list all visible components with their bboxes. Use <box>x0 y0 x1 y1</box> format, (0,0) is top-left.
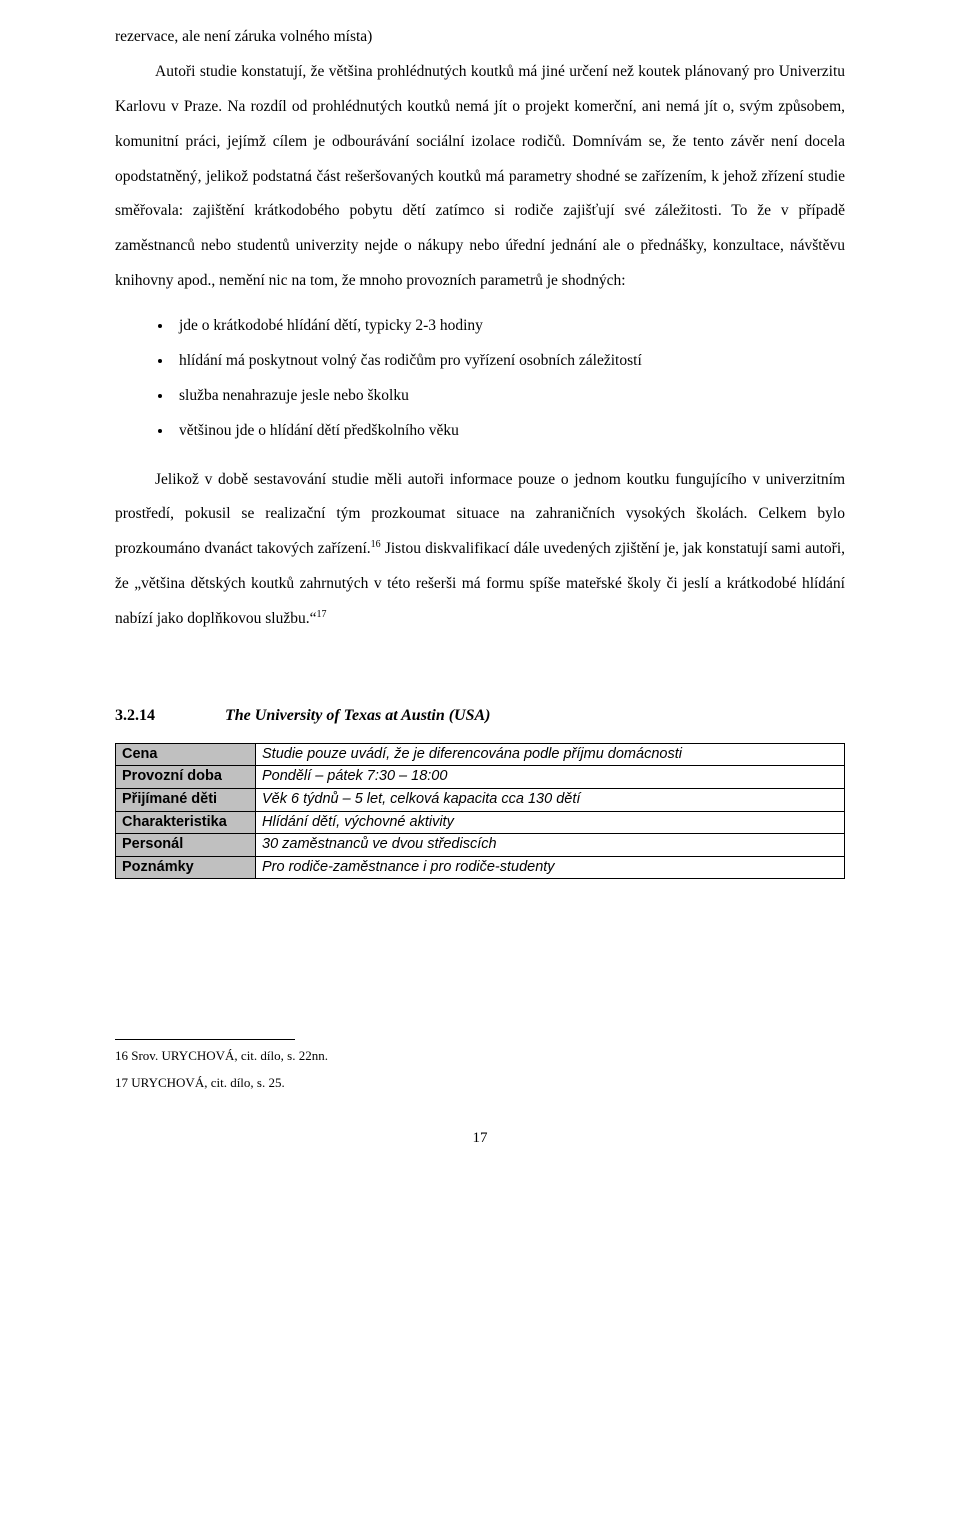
cell-value: Věk 6 týdnů – 5 let, celková kapacita cc… <box>256 789 845 812</box>
footnote-ref-17: 17 <box>316 609 326 620</box>
cell-value: Pondělí – pátek 7:30 – 18:00 <box>256 766 845 789</box>
table-row: Provozní doba Pondělí – pátek 7:30 – 18:… <box>116 766 845 789</box>
list-item: většinou jde o hlídání dětí předškolního… <box>173 414 845 449</box>
cell-label: Provozní doba <box>116 766 256 789</box>
paragraph-1: Autoři studie konstatují, že většina pro… <box>115 55 845 299</box>
list-item: jde o krátkodobé hlídání dětí, typicky 2… <box>173 309 845 344</box>
cell-value: Hlídání dětí, výchovné aktivity <box>256 811 845 834</box>
table-row: Charakteristika Hlídání dětí, výchovné a… <box>116 811 845 834</box>
footnote-ref-16: 16 <box>371 539 381 550</box>
table-row: Personál 30 zaměstnanců ve dvou středisc… <box>116 834 845 857</box>
bullet-list: jde o krátkodobé hlídání dětí, typicky 2… <box>173 309 845 449</box>
info-table: Cena Studie pouze uvádí, že je diferenco… <box>115 743 845 879</box>
table-row: Přijímané děti Věk 6 týdnů – 5 let, celk… <box>116 789 845 812</box>
footnote-17: 17 URYCHOVÁ, cit. dílo, s. 25. <box>115 1073 845 1094</box>
cell-value: 30 zaměstnanců ve dvou střediscích <box>256 834 845 857</box>
lead-fragment: rezervace, ale není záruka volného místa… <box>115 20 845 55</box>
cell-value: Studie pouze uvádí, že je diferencována … <box>256 743 845 766</box>
page-number: 17 <box>115 1130 845 1147</box>
footnote-separator <box>115 1039 295 1040</box>
paragraph-2: Jelikož v době sestavování studie měli a… <box>115 463 845 637</box>
table-row: Cena Studie pouze uvádí, že je diferenco… <box>116 743 845 766</box>
cell-label: Přijímané děti <box>116 789 256 812</box>
section-title: The University of Texas at Austin (USA) <box>225 707 491 724</box>
list-item: hlídání má poskytnout volný čas rodičům … <box>173 344 845 379</box>
table-row: Poznámky Pro rodiče-zaměstnance i pro ro… <box>116 856 845 879</box>
cell-label: Cena <box>116 743 256 766</box>
cell-label: Personál <box>116 834 256 857</box>
footnote-16: 16 Srov. URYCHOVÁ, cit. dílo, s. 22nn. <box>115 1046 845 1067</box>
cell-label: Poznámky <box>116 856 256 879</box>
cell-label: Charakteristika <box>116 811 256 834</box>
list-item: služba nenahrazuje jesle nebo školku <box>173 379 845 414</box>
cell-value: Pro rodiče-zaměstnance i pro rodiče-stud… <box>256 856 845 879</box>
section-heading: 3.2.14The University of Texas at Austin … <box>115 707 845 725</box>
section-number: 3.2.14 <box>115 707 225 725</box>
